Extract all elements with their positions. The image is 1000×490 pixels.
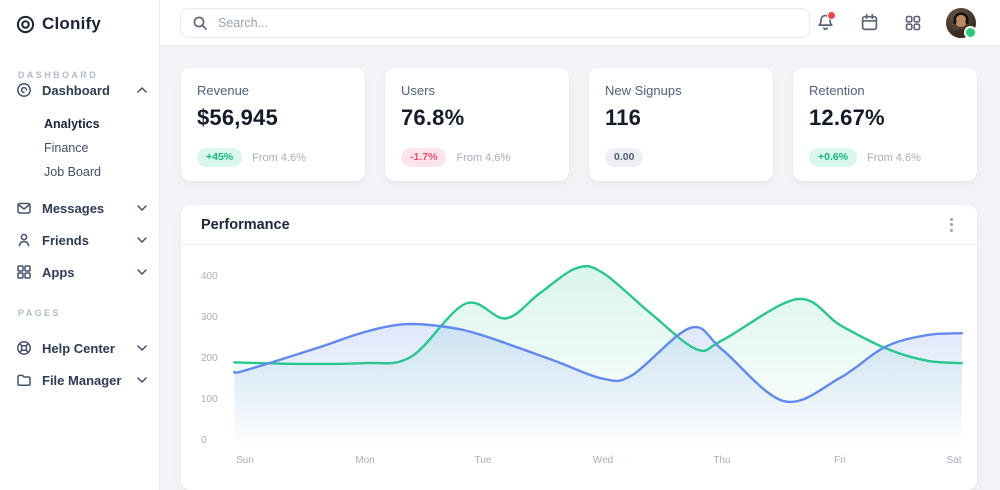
stat-value: 76.8% — [401, 105, 465, 130]
series-blue-line — [233, 322, 964, 404]
chevron-down-icon — [137, 237, 147, 243]
series-blue-area — [234, 323, 962, 441]
sidebar-item-apps[interactable]: Apps — [16, 262, 147, 282]
stat-title: Revenue — [197, 83, 250, 98]
x-axis-label: Sun — [236, 455, 254, 466]
dashboard-submenu: Analytics Finance Job Board — [44, 112, 159, 184]
person-icon — [16, 232, 32, 248]
sidebar-item-label: Dashboard — [42, 82, 110, 98]
search-input[interactable] — [216, 14, 798, 31]
trend-badge: -1.7% — [401, 148, 447, 167]
x-axis-label: Wed — [592, 455, 614, 466]
notifications-button[interactable] — [814, 10, 836, 34]
performance-panel: Performance 400 300 200 100 0 Sun Mon Tu… — [181, 205, 977, 490]
kebab-icon — [950, 217, 953, 221]
life-buoy-icon — [16, 340, 32, 356]
sidebar-item-label: File Manager — [42, 372, 122, 388]
search-box[interactable] — [180, 7, 810, 38]
stat-title: Retention — [809, 83, 865, 98]
calendar-icon — [861, 13, 877, 31]
performance-header: Performance — [181, 205, 977, 245]
y-axis-tick: 0 — [201, 435, 207, 446]
clonify-logo-icon — [16, 15, 35, 34]
x-axis-label: Mon — [355, 455, 375, 466]
series-green-line — [233, 264, 964, 366]
y-axis-tick: 400 — [201, 271, 218, 282]
user-avatar[interactable] — [946, 7, 977, 39]
x-axis-label: Fri — [834, 455, 846, 466]
badge-note: From 4.6% — [252, 151, 306, 164]
series-green-area — [234, 266, 962, 441]
search-icon — [192, 15, 208, 31]
trend-badge: 0.00 — [605, 148, 644, 167]
sidebar-subitem-finance[interactable]: Finance — [44, 141, 89, 155]
chevron-down-icon — [137, 377, 147, 383]
stat-cards-row: Revenue $56,945 +45% From 4.6% Users 76.… — [181, 68, 977, 181]
brand-name: Clonify — [42, 14, 102, 33]
stat-value: 12.67% — [809, 105, 885, 130]
sidebar-item-label: Help Center — [42, 340, 115, 356]
stat-card-new-signups: New Signups 116 0.00 — [589, 68, 773, 181]
stat-card-revenue: Revenue $56,945 +45% From 4.6% — [181, 68, 365, 181]
apps-grid-icon — [905, 15, 921, 30]
badge-note: From 4.6% — [867, 151, 921, 164]
sidebar-subitem-job-board[interactable]: Job Board — [44, 165, 101, 179]
y-axis-tick: 100 — [201, 394, 218, 405]
envelope-icon — [16, 200, 32, 216]
dashboard-icon — [16, 82, 32, 98]
section-label-dashboard: DASHBOARD — [18, 70, 99, 80]
sidebar-item-file-manager[interactable]: File Manager — [16, 370, 147, 390]
sidebar-item-messages[interactable]: Messages — [16, 198, 147, 218]
chevron-down-icon — [137, 269, 147, 275]
section-label-pages: PAGES — [18, 308, 61, 318]
sidebar-item-friends[interactable]: Friends — [16, 230, 147, 250]
stat-card-retention: Retention 12.67% +0.6% From 4.6% — [793, 68, 977, 181]
x-axis-label: Sat — [946, 455, 962, 466]
brand-logo: Clonify — [0, 0, 159, 34]
chevron-down-icon — [137, 205, 147, 211]
y-axis-tick: 200 — [201, 353, 218, 364]
sidebar-item-label: Apps — [42, 264, 75, 280]
online-status-dot — [964, 25, 977, 39]
trend-badge: +0.6% — [809, 148, 858, 167]
stat-value: $56,945 — [197, 105, 278, 130]
grid-icon — [16, 264, 32, 280]
x-axis-label: Thu — [713, 455, 731, 466]
stat-title: New Signups — [605, 83, 682, 98]
sidebar: Clonify DASHBOARD Dashboard Analytics Fi… — [0, 0, 160, 490]
apps-launcher-button[interactable] — [902, 12, 924, 34]
topbar — [160, 0, 1000, 46]
trend-badge: +45% — [197, 148, 243, 167]
stat-title: Users — [401, 83, 435, 98]
sidebar-item-label: Messages — [42, 200, 105, 216]
x-axis-label: Tue — [474, 455, 492, 466]
panel-title: Performance — [201, 216, 290, 233]
sidebar-item-dashboard[interactable]: Dashboard — [16, 80, 147, 100]
panel-menu-button[interactable] — [946, 214, 957, 236]
calendar-button[interactable] — [858, 12, 880, 34]
performance-chart — [233, 264, 964, 441]
sidebar-item-label: Friends — [42, 232, 89, 248]
chevron-down-icon — [137, 345, 147, 351]
chevron-up-icon — [137, 87, 147, 93]
stat-value: 116 — [605, 105, 642, 130]
y-axis-tick: 300 — [201, 312, 218, 323]
badge-note: From 4.6% — [456, 151, 511, 164]
notification-dot — [827, 10, 836, 20]
sidebar-item-help-center[interactable]: Help Center — [16, 338, 147, 358]
stat-card-users: Users 76.8% -1.7% From 4.6% — [385, 68, 569, 181]
sidebar-subitem-analytics[interactable]: Analytics — [44, 117, 100, 131]
folder-icon — [16, 372, 32, 388]
